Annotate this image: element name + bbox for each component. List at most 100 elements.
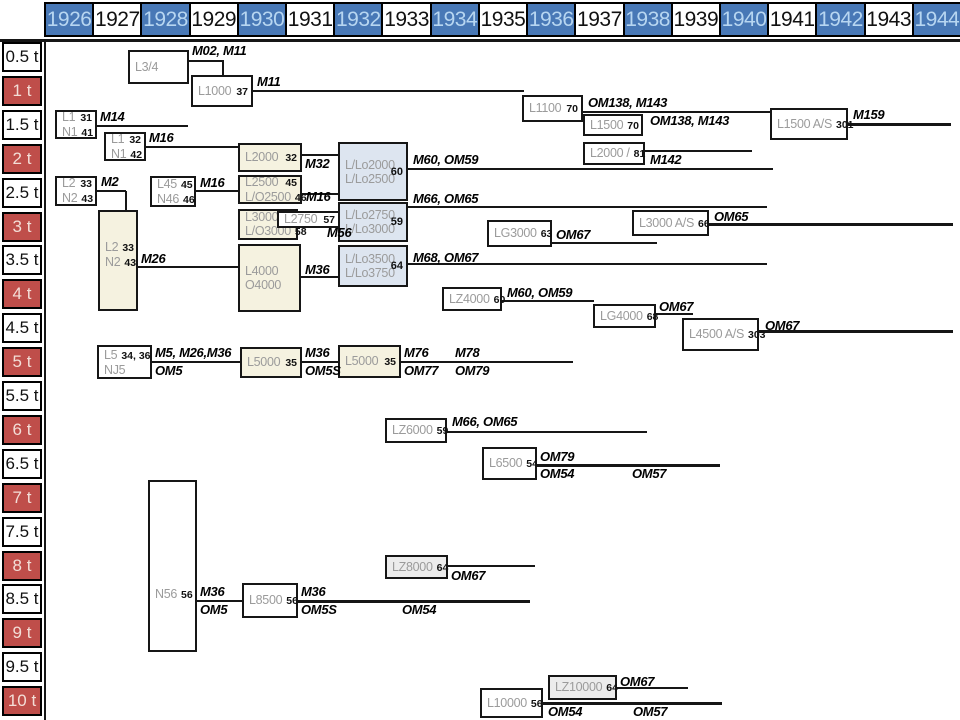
timeline-line: [617, 687, 688, 689]
type-code-badge: 45: [180, 178, 193, 191]
model-row: LZ4000 60: [449, 291, 505, 307]
engine-label: OM54: [540, 466, 575, 481]
tonnage-label-2t: 2 t: [2, 143, 42, 174]
model-box-lz10000: LZ10000 64: [548, 675, 618, 700]
model-row: L1 31: [62, 110, 92, 125]
model-row: LZ8000 64: [392, 560, 448, 575]
model-box-n56: N56 56: [148, 480, 197, 652]
model-row: LZ10000 64: [555, 680, 618, 695]
engine-label: M66, OM65: [452, 414, 518, 429]
engine-label: M60, OM59: [413, 152, 479, 167]
engine-label: OM65: [714, 209, 749, 224]
model-row: L1100 70: [529, 101, 578, 116]
tonnage-label-5t: 5 t: [2, 347, 42, 378]
model-row: LG3000 63: [494, 226, 552, 241]
model-name: L1000: [198, 83, 232, 98]
model-name: L/Lo2000: [345, 157, 395, 172]
timeline-line: [222, 61, 224, 76]
timeline-line: [502, 300, 594, 302]
timeline-line: [709, 222, 953, 226]
tonnage-label-1t: 1 t: [2, 75, 42, 106]
model-name: L1: [111, 131, 125, 146]
timeline-line: [645, 150, 752, 152]
engine-label: OM54: [548, 704, 583, 719]
model-name: L3000 A/S: [639, 215, 694, 230]
timeline-line: [253, 90, 524, 92]
model-row: L1500 A/S 301: [777, 117, 854, 132]
engine-label: OM79: [455, 363, 490, 378]
model-name: N2: [62, 191, 78, 205]
type-code-badge: 33: [80, 178, 92, 190]
engine-label: M02, M11: [192, 43, 247, 58]
model-row: N2 43: [62, 191, 94, 206]
type-code-badge: 70: [566, 103, 578, 115]
engine-label: M16: [200, 175, 225, 190]
engine-label: OM54: [402, 602, 437, 617]
type-code-badge: 301: [836, 118, 854, 131]
model-row: L/Lo2000: [345, 158, 403, 172]
engine-label: M60, OM59: [507, 285, 573, 300]
model-box-llo2000-2500: L/Lo2000 L/Lo2500 60: [338, 142, 408, 201]
engine-label: OM5: [155, 363, 183, 378]
type-code-badge: 32: [129, 133, 141, 146]
model-box-l1500-as: L1500 A/S 301: [770, 108, 854, 140]
tonnage-label-10t: 10 t: [2, 686, 42, 717]
model-row: L2750 57: [284, 212, 335, 227]
model-box-llo2750-3000: L/Lo2750 L/Lo3000 59: [338, 202, 408, 242]
tonnage-label-8.5t: 8.5 t: [2, 584, 42, 615]
engine-label: OM5S: [305, 363, 341, 378]
model-row: L2000 32: [245, 150, 297, 165]
model-name: L2750: [284, 212, 318, 226]
model-box-l1-n1-late: L1 32 N1 42: [104, 132, 146, 161]
model-name: N1: [62, 124, 78, 139]
timeline-line: [298, 599, 530, 603]
model-box-l6500: L6500 54: [482, 447, 538, 480]
tonnage-label-4.5t: 4.5 t: [2, 313, 42, 344]
model-row: L/Lo3500: [345, 252, 403, 266]
model-box-lz6000: LZ6000 59: [385, 418, 448, 443]
type-code-badge: 54: [526, 458, 538, 470]
type-code-badge: 32: [285, 152, 297, 164]
tonnage-label-3.5t: 3.5 t: [2, 245, 42, 276]
year-header-1933: 1933: [381, 2, 432, 37]
type-code-badge: 70: [627, 119, 639, 132]
timeline-line: [408, 168, 773, 170]
engine-label: M14: [100, 109, 125, 124]
model-box-l1100: L1100 70: [522, 95, 583, 122]
model-name: L3/4: [135, 60, 159, 74]
model-box-l2-n2: L2 33 N2 43: [55, 176, 97, 206]
timeline-line: [0, 38, 960, 42]
model-name: L10000: [487, 695, 527, 710]
model-row: L3000: [245, 210, 293, 224]
year-header-1931: 1931: [285, 2, 336, 37]
engine-label: M16: [149, 130, 174, 145]
model-box-l5000-early: L5000 35: [240, 347, 302, 378]
year-header-1940: 1940: [718, 2, 770, 37]
engine-label: OM57: [633, 704, 668, 719]
engine-label: OM5S: [301, 602, 337, 617]
model-box-l4000-o4000: L4000 O4000: [238, 244, 301, 312]
model-box-l3-4: L3/4: [128, 50, 189, 84]
engine-label: M78: [455, 345, 480, 360]
timeline-line: [152, 361, 240, 363]
model-name: L2: [105, 240, 119, 254]
model-row: O4000: [245, 278, 296, 292]
model-name: N2: [105, 255, 121, 269]
model-row: L2 33: [62, 176, 92, 191]
model-box-llo3500-3750: L/Lo3500 L/Lo3750 64: [338, 245, 408, 287]
timeline-line: [448, 565, 535, 567]
model-name: NJ5: [104, 362, 126, 377]
model-name: LZ4000: [449, 291, 490, 306]
year-header-1935: 1935: [477, 2, 529, 37]
tonnage-label-1.5t: 1.5 t: [2, 109, 42, 140]
model-name: L5: [104, 347, 118, 362]
type-code-badge: 63: [540, 228, 553, 240]
model-row: LZ6000 59: [392, 423, 448, 438]
model-box-l5000-late: L5000 35: [338, 345, 401, 378]
tonnage-label-8t: 8 t: [2, 550, 42, 581]
model-name: L5000: [345, 354, 379, 368]
type-code-badge: 58: [294, 226, 307, 238]
engine-label: M32: [305, 156, 330, 171]
type-code-badge: 43: [81, 193, 94, 205]
